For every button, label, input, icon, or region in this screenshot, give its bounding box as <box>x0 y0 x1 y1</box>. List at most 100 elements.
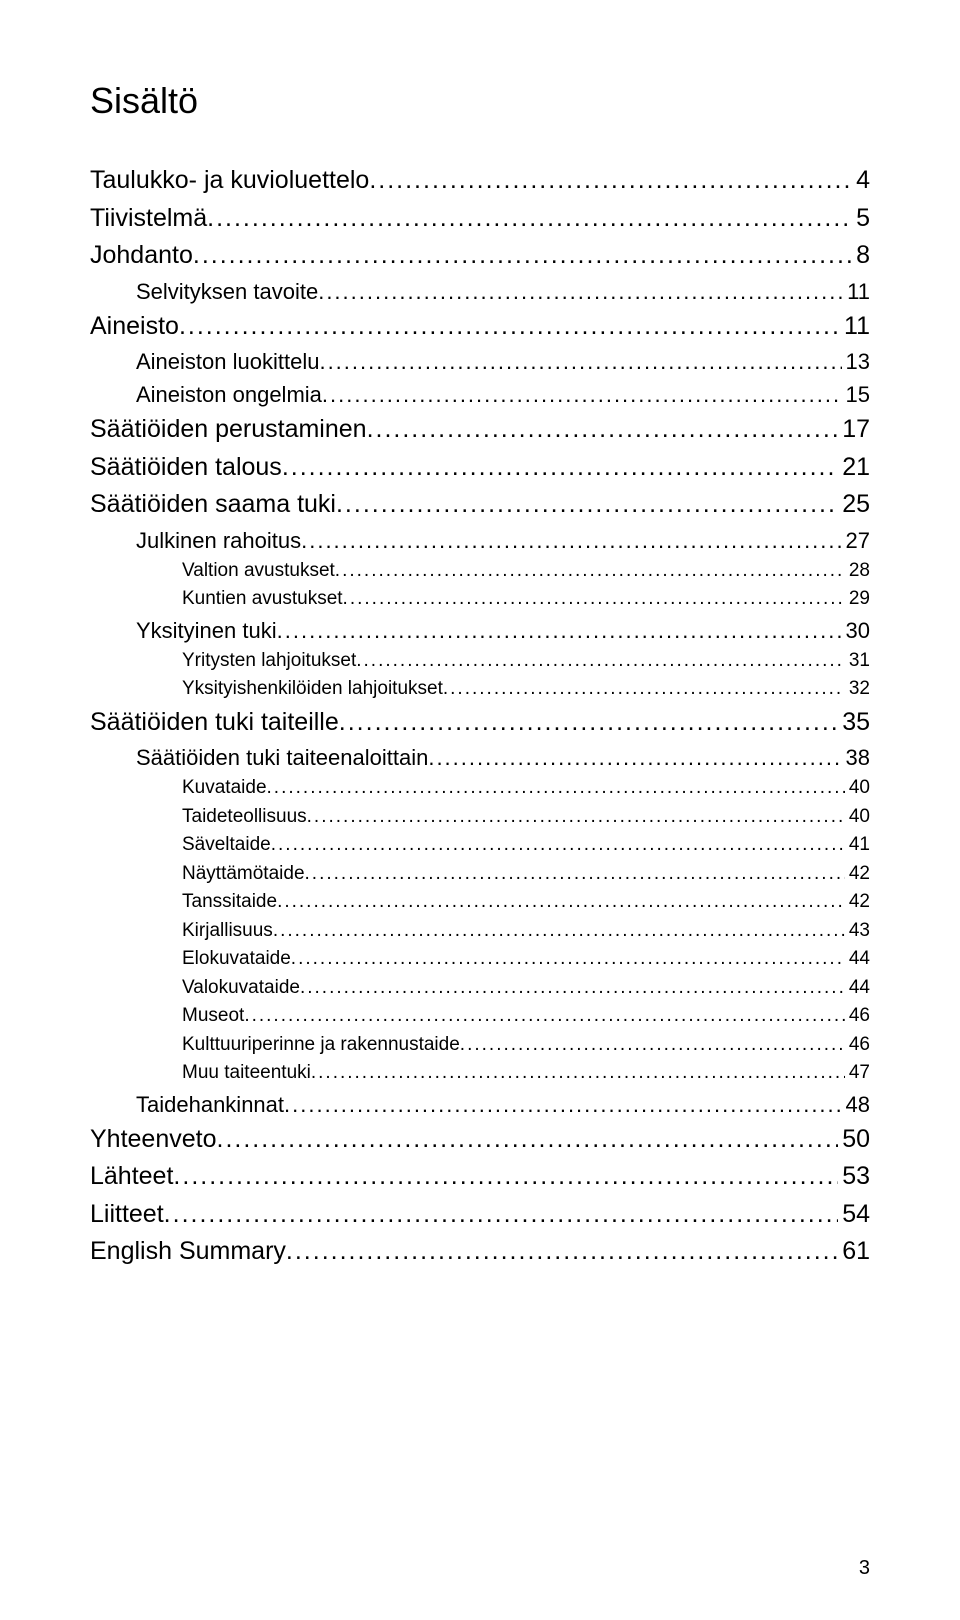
toc-label: Museot <box>182 1002 244 1031</box>
toc-page: 44 <box>845 945 870 974</box>
toc-page: 13 <box>842 345 870 378</box>
toc-leader <box>343 585 845 614</box>
toc-page: 35 <box>838 704 870 742</box>
page-number: 3 <box>859 1557 870 1580</box>
toc-page: 40 <box>845 774 870 803</box>
toc-leader <box>319 345 841 378</box>
toc-label: Taideteollisuus <box>182 803 307 832</box>
page-title: Sisältö <box>90 80 870 122</box>
toc-leader <box>282 449 838 487</box>
toc-page: 42 <box>845 860 870 889</box>
toc-leader <box>291 945 845 974</box>
toc-entry: English Summary61 <box>90 1233 870 1271</box>
toc-entry: Tiivistelmä 5 <box>90 200 870 238</box>
toc-leader <box>300 974 845 1003</box>
toc-label: Liitteet <box>90 1196 164 1234</box>
toc-entry: Säätiöiden talous21 <box>90 449 870 487</box>
toc-page: 32 <box>845 675 870 704</box>
toc-leader <box>305 860 845 889</box>
toc-page: 27 <box>842 524 870 557</box>
toc-page: 15 <box>842 378 870 411</box>
toc-leader <box>356 647 845 676</box>
toc-entry: Yhteenveto50 <box>90 1121 870 1159</box>
toc-label: Säätiöiden tuki taiteille <box>90 704 339 742</box>
toc-leader <box>443 675 845 704</box>
toc-label: Yksityishenkilöiden lahjoitukset <box>182 675 443 704</box>
toc-page: 29 <box>845 585 870 614</box>
toc-page: 47 <box>845 1059 870 1088</box>
toc-label: Näyttämötaide <box>182 860 305 889</box>
toc-page: 17 <box>838 411 870 449</box>
toc-page: 44 <box>845 974 870 1003</box>
toc-entry: Elokuvataide 44 <box>90 945 870 974</box>
toc-label: Kirjallisuus <box>182 917 273 946</box>
toc-page: 46 <box>845 1031 870 1060</box>
toc-leader <box>307 803 845 832</box>
toc-page: 25 <box>838 486 870 524</box>
toc-page: 31 <box>845 647 870 676</box>
toc-label: Säätiöiden tuki taiteenaloittain <box>136 741 428 774</box>
toc-leader <box>267 774 845 803</box>
toc-page: 5 <box>852 200 870 238</box>
toc-label: Aineiston luokittelu <box>136 345 319 378</box>
toc-entry: Taidehankinnat 48 <box>90 1088 870 1121</box>
toc-entry: Aineiston ongelmia 15 <box>90 378 870 411</box>
toc-leader <box>244 1002 845 1031</box>
toc-entry: Muu taiteentuki 47 <box>90 1059 870 1088</box>
toc-page: 40 <box>845 803 870 832</box>
toc-leader <box>277 614 842 647</box>
toc-entry: Johdanto8 <box>90 237 870 275</box>
toc-label: Aineiston ongelmia <box>136 378 322 411</box>
toc-leader <box>318 275 843 308</box>
toc-page: 4 <box>852 162 870 200</box>
toc-label: Johdanto <box>90 237 193 275</box>
toc-entry: Kuntien avustukset 29 <box>90 585 870 614</box>
toc-leader <box>311 1059 845 1088</box>
toc-page: 11 <box>840 308 870 346</box>
toc-page: 11 <box>843 275 870 308</box>
toc-entry: Taideteollisuus 40 <box>90 803 870 832</box>
toc-label: Yritysten lahjoitukset <box>182 647 356 676</box>
toc-entry: Säveltaide 41 <box>90 831 870 860</box>
toc-leader <box>335 557 845 586</box>
toc-leader <box>460 1031 845 1060</box>
toc-label: Lähteet <box>90 1158 173 1196</box>
toc-page: 53 <box>838 1158 870 1196</box>
toc-leader <box>284 1088 842 1121</box>
toc-label: Yhteenveto <box>90 1121 217 1159</box>
toc-leader <box>369 162 852 200</box>
toc-page: 38 <box>842 741 870 774</box>
toc-label: Taidehankinnat <box>136 1088 284 1121</box>
toc-label: Tiivistelmä <box>90 200 207 238</box>
toc-entry: Valokuvataide44 <box>90 974 870 1003</box>
toc-label: Kuntien avustukset <box>182 585 343 614</box>
toc-label: Elokuvataide <box>182 945 291 974</box>
toc-label: Aineisto <box>90 308 179 346</box>
toc-page: 46 <box>845 1002 870 1031</box>
toc-leader <box>322 378 842 411</box>
toc-leader <box>428 741 841 774</box>
toc-leader <box>336 486 838 524</box>
toc-page: 41 <box>845 831 870 860</box>
toc-entry: Aineisto 11 <box>90 308 870 346</box>
toc-label: Julkinen rahoitus <box>136 524 301 557</box>
toc-entry: Kulttuuriperinne ja rakennustaide 46 <box>90 1031 870 1060</box>
table-of-contents: Taulukko- ja kuvioluettelo4Tiivistelmä5J… <box>90 162 870 1271</box>
toc-label: Kuvataide <box>182 774 267 803</box>
toc-leader <box>179 308 840 346</box>
toc-entry: Kuvataide 40 <box>90 774 870 803</box>
toc-label: Tanssitaide <box>182 888 277 917</box>
toc-label: Selvityksen tavoite <box>136 275 318 308</box>
toc-page: 54 <box>838 1196 870 1234</box>
toc-page: 42 <box>845 888 870 917</box>
toc-page: 48 <box>842 1088 870 1121</box>
toc-label: Kulttuuriperinne ja rakennustaide <box>182 1031 460 1060</box>
toc-entry: Lähteet 53 <box>90 1158 870 1196</box>
toc-label: Muu taiteentuki <box>182 1059 311 1088</box>
toc-entry: Aineiston luokittelu 13 <box>90 345 870 378</box>
toc-label: Säveltaide <box>182 831 271 860</box>
toc-entry: Julkinen rahoitus 27 <box>90 524 870 557</box>
toc-leader <box>271 831 845 860</box>
toc-entry: Taulukko- ja kuvioluettelo4 <box>90 162 870 200</box>
toc-label: Yksityinen tuki <box>136 614 277 647</box>
